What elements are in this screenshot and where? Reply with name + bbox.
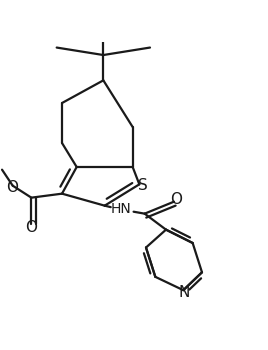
Text: HN: HN [110,202,131,216]
Text: O: O [6,180,18,195]
Text: N: N [178,285,190,300]
Text: O: O [170,192,182,207]
Text: S: S [139,178,148,193]
Text: O: O [26,220,38,235]
